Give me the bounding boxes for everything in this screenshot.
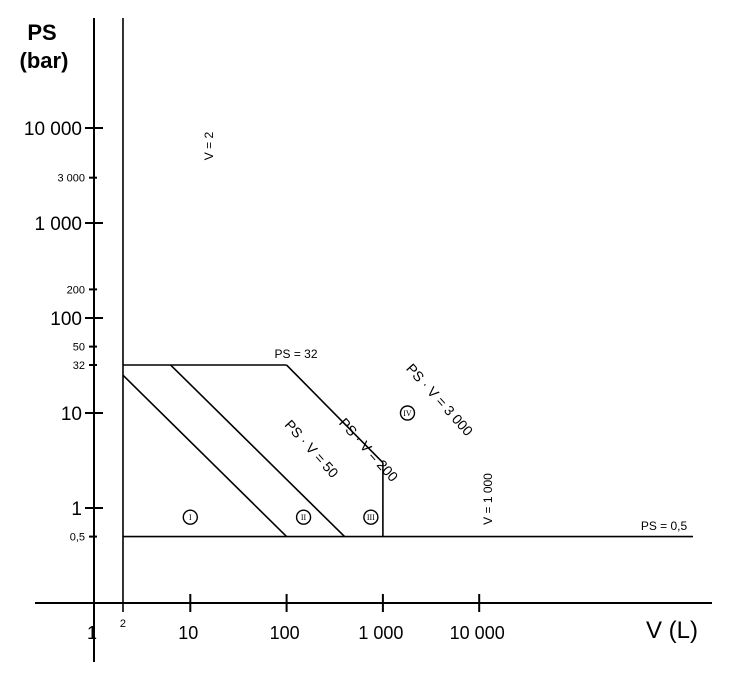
y-tick-label: 10 000 [24, 119, 82, 140]
category-marker-ii: II [295, 509, 312, 525]
category-circle [363, 509, 379, 525]
x-tick-label: 1 [87, 623, 97, 643]
label-psv-200: PS · V = 200 [336, 415, 401, 485]
y-tick-label: 200 [67, 284, 85, 296]
x-tick-label: 1 000 [358, 623, 403, 643]
label-ps-0-5: PS = 0,5 [641, 519, 688, 533]
category-label: II [301, 513, 307, 522]
x-tick-label: 100 [270, 623, 300, 643]
category-label: III [367, 513, 375, 522]
y-tick-label: 100 [50, 309, 82, 330]
category-label: IV [403, 409, 412, 418]
label-psv-50: PS · V = 50 [282, 417, 342, 481]
label-psv-3000: PS · V = 3 000 [403, 360, 476, 439]
x-axis-title: V (L) [646, 617, 698, 644]
x-tick-label: 10 [178, 623, 198, 643]
label-v-2: V = 2 [202, 132, 216, 161]
category-marker-iii: III [363, 509, 379, 525]
category-circle [182, 509, 199, 525]
category-marker-i: I [182, 509, 199, 525]
y-tick-label: 32 [73, 360, 85, 372]
y-tick-group: 10 000 3 000 1 000 200 100 50 32 10 1 0,… [24, 119, 103, 544]
y-tick-label: 3 000 [57, 173, 85, 185]
y-axis-title-unit: (bar) [20, 48, 69, 73]
category-label: I [189, 513, 192, 522]
boundary-line-psv-3000 [286, 364, 384, 464]
y-tick-label: 10 [61, 404, 82, 425]
boundary-line-psv-50 [122, 374, 288, 538]
category-circle [399, 405, 416, 421]
category-marker-iv: IV [399, 405, 416, 421]
boundary-line-psv-200 [170, 364, 346, 538]
x-tick-label: 2 [120, 618, 126, 630]
y-tick-label: 1 [71, 499, 82, 520]
y-tick-label: 0,5 [70, 532, 85, 544]
x-tick-group: 1 2 10 100 1 000 10 000 [87, 594, 505, 643]
category-circle [295, 509, 312, 525]
x-tick-label: 10 000 [450, 623, 505, 643]
label-ps-32: PS = 32 [274, 347, 317, 361]
y-tick-label: 50 [73, 342, 85, 354]
label-v-1000: V = 1 000 [481, 473, 495, 525]
y-axis-title-ps: PS [27, 20, 56, 45]
y-tick-label: 1 000 [34, 214, 82, 235]
